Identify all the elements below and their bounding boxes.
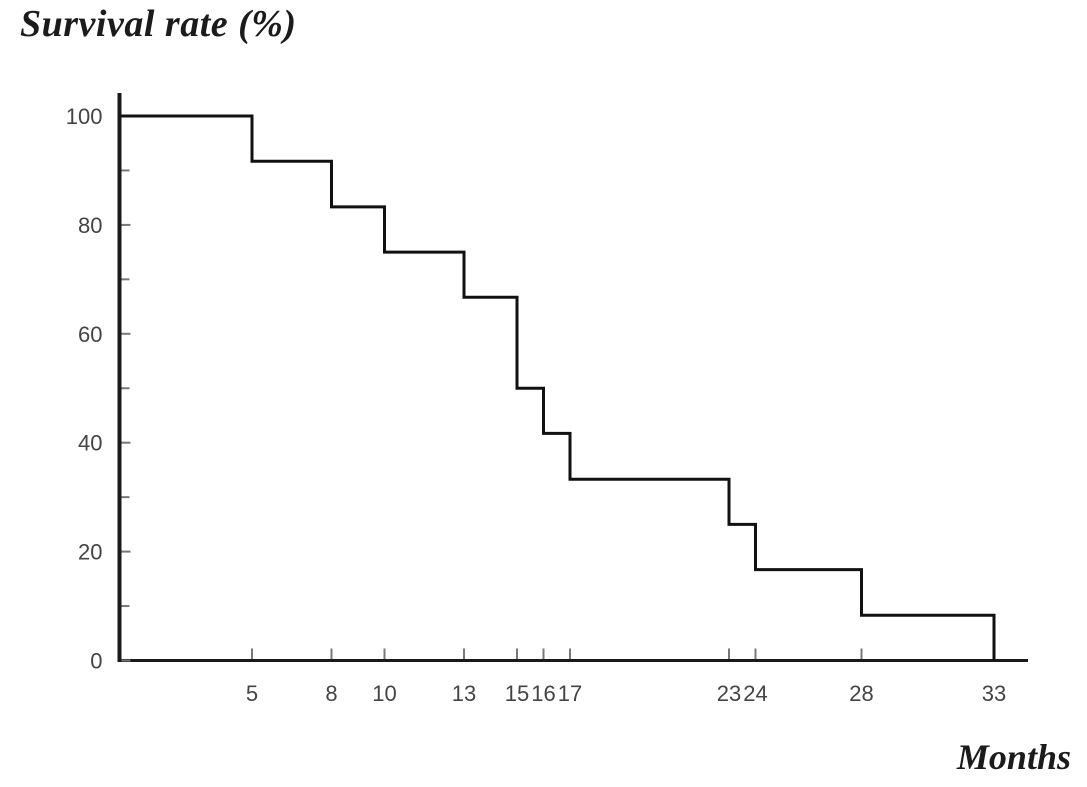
x-tick-label: 33 bbox=[982, 681, 1006, 706]
x-tick-label: 17 bbox=[558, 681, 582, 706]
y-tick-label: 20 bbox=[78, 540, 102, 565]
x-tick-label: 16 bbox=[531, 681, 555, 706]
x-tick-label: 13 bbox=[452, 681, 476, 706]
x-tick-label: 28 bbox=[849, 681, 873, 706]
x-axis-title: Months bbox=[956, 737, 1071, 777]
y-tick-label: 80 bbox=[78, 213, 102, 238]
y-tick-label: 0 bbox=[90, 649, 102, 674]
y-tick-label: 60 bbox=[78, 322, 102, 347]
x-tick-label: 5 bbox=[246, 681, 258, 706]
x-tick-label: 15 bbox=[505, 681, 529, 706]
x-tick-label: 8 bbox=[325, 681, 337, 706]
survival-curve bbox=[119, 114, 996, 661]
x-tick-label: 23 bbox=[717, 681, 741, 706]
y-tick-label: 100 bbox=[66, 104, 103, 129]
x-tick-label: 10 bbox=[372, 681, 396, 706]
chart-title: Survival rate (%) bbox=[20, 3, 297, 45]
x-tick-label: 24 bbox=[743, 681, 767, 706]
y-tick-label: 40 bbox=[78, 431, 102, 456]
